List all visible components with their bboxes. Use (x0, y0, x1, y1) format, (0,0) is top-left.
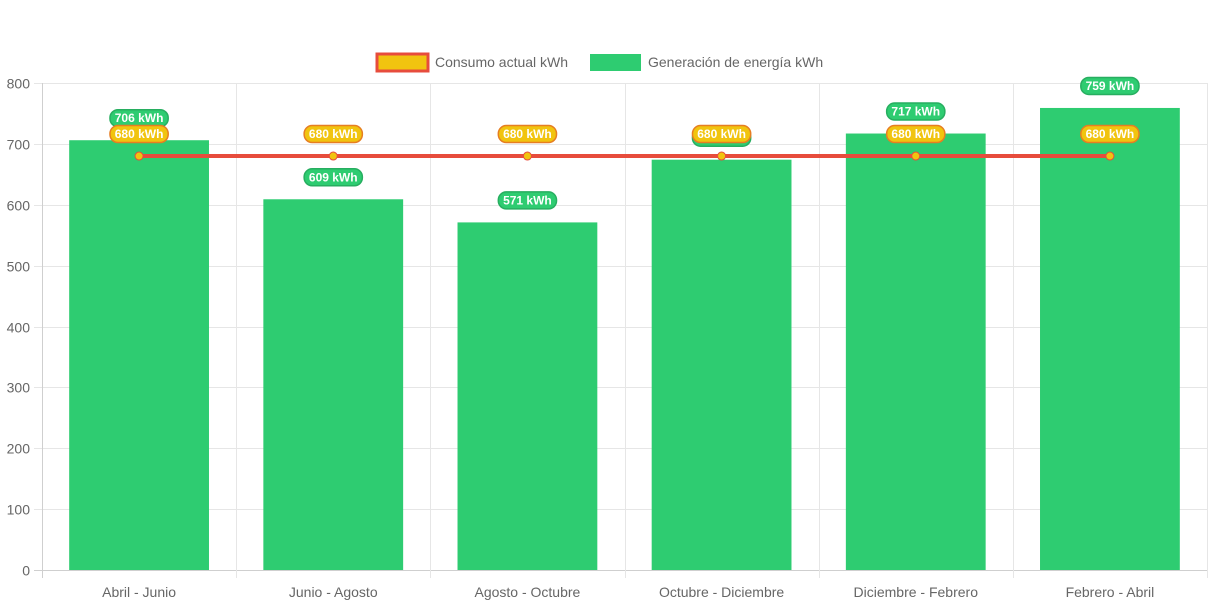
x-tick-label: Agosto - Octubre (475, 584, 581, 600)
data-label: 759 kWh (1080, 76, 1140, 96)
y-tick-label: 800 (7, 76, 31, 92)
data-label-text: 706 kWh (115, 111, 164, 125)
y-tick-label: 700 (7, 137, 31, 153)
line-point[interactable] (134, 151, 144, 161)
y-tick-label: 0 (22, 563, 30, 579)
data-label-text: 717 kWh (891, 105, 940, 119)
line-point[interactable] (717, 151, 727, 161)
y-tick-label: 600 (7, 198, 31, 214)
y-tick-label: 200 (7, 441, 31, 457)
data-label: 680 kWh (303, 124, 364, 144)
data-label: 680 kWh (691, 124, 752, 144)
data-label-text: 571 kWh (503, 193, 552, 207)
line-point[interactable] (1105, 151, 1115, 161)
bar[interactable] (263, 199, 404, 571)
data-label-bg (109, 124, 169, 144)
x-tick-label: Octubre - Diciembre (659, 584, 784, 600)
y-tick-label: 100 (7, 502, 31, 518)
legend-label-generacion: Generación de energía kWh (648, 54, 823, 70)
data-label-text: 680 kWh (891, 127, 940, 141)
data-label: 680 kWh (1080, 124, 1140, 144)
data-label-text: 759 kWh (1086, 79, 1135, 93)
data-label-text: 680 kWh (503, 127, 552, 141)
x-tick-label: Diciembre - Febrero (854, 584, 979, 600)
legend-swatch-consumo (375, 52, 430, 73)
data-label: 680 kWh (109, 124, 169, 144)
data-label: 706 kWh (109, 108, 169, 128)
legend: Consumo actual kWh Generación de energía… (375, 52, 823, 73)
data-label-text: 680 kWh (115, 127, 164, 141)
bar[interactable] (1040, 107, 1180, 571)
data-label-bg (303, 168, 364, 187)
data-label-bg (691, 124, 752, 144)
legend-item-generacion[interactable]: Generación de energía kWh (590, 54, 823, 71)
data-label-text: 680 kWh (697, 127, 746, 141)
data-label-text: 680 kWh (1086, 127, 1135, 141)
legend-item-consumo[interactable]: Consumo actual kWh (375, 52, 568, 73)
bar[interactable] (845, 133, 986, 570)
x-tick-label: Febrero - Abril (1066, 584, 1155, 600)
data-label: 717 kWh (885, 102, 946, 121)
line-layer (134, 151, 1115, 161)
bar[interactable] (69, 140, 209, 570)
y-tick-label: 300 (7, 380, 31, 396)
bar[interactable] (651, 159, 792, 570)
data-label: 680 kWh (497, 124, 558, 144)
data-label-bg (1080, 76, 1140, 96)
data-label-text: 609 kWh (309, 170, 358, 184)
line-point[interactable] (522, 151, 532, 161)
data-label: 680 kWh (885, 124, 946, 144)
data-label-bg (885, 124, 946, 144)
data-label-bg (303, 124, 364, 144)
data-label-bg (885, 102, 946, 121)
data-label-bg (497, 124, 558, 144)
data-label-bg (1080, 124, 1140, 144)
y-tick-label: 400 (7, 320, 31, 336)
x-tick-label: Junio - Agosto (289, 584, 378, 600)
data-label: 609 kWh (303, 168, 364, 187)
y-tick-label: 500 (7, 259, 31, 275)
x-tick-label: Abril - Junio (102, 584, 176, 600)
legend-swatch-generacion (590, 54, 641, 71)
line-point[interactable] (328, 151, 338, 161)
grid-layer (34, 83, 1208, 578)
bar[interactable] (457, 222, 598, 570)
axis-layer: 0 100 200 300 400 500 600 700 800 Abril - Junio Ju… (7, 76, 1155, 601)
data-label-bg (497, 191, 558, 210)
bars-layer (69, 107, 1180, 571)
line-point[interactable] (911, 151, 921, 161)
legend-label-consumo: Consumo actual kWh (435, 54, 568, 70)
data-label: 571 kWh (497, 191, 558, 210)
data-label-text: 680 kWh (309, 127, 358, 141)
